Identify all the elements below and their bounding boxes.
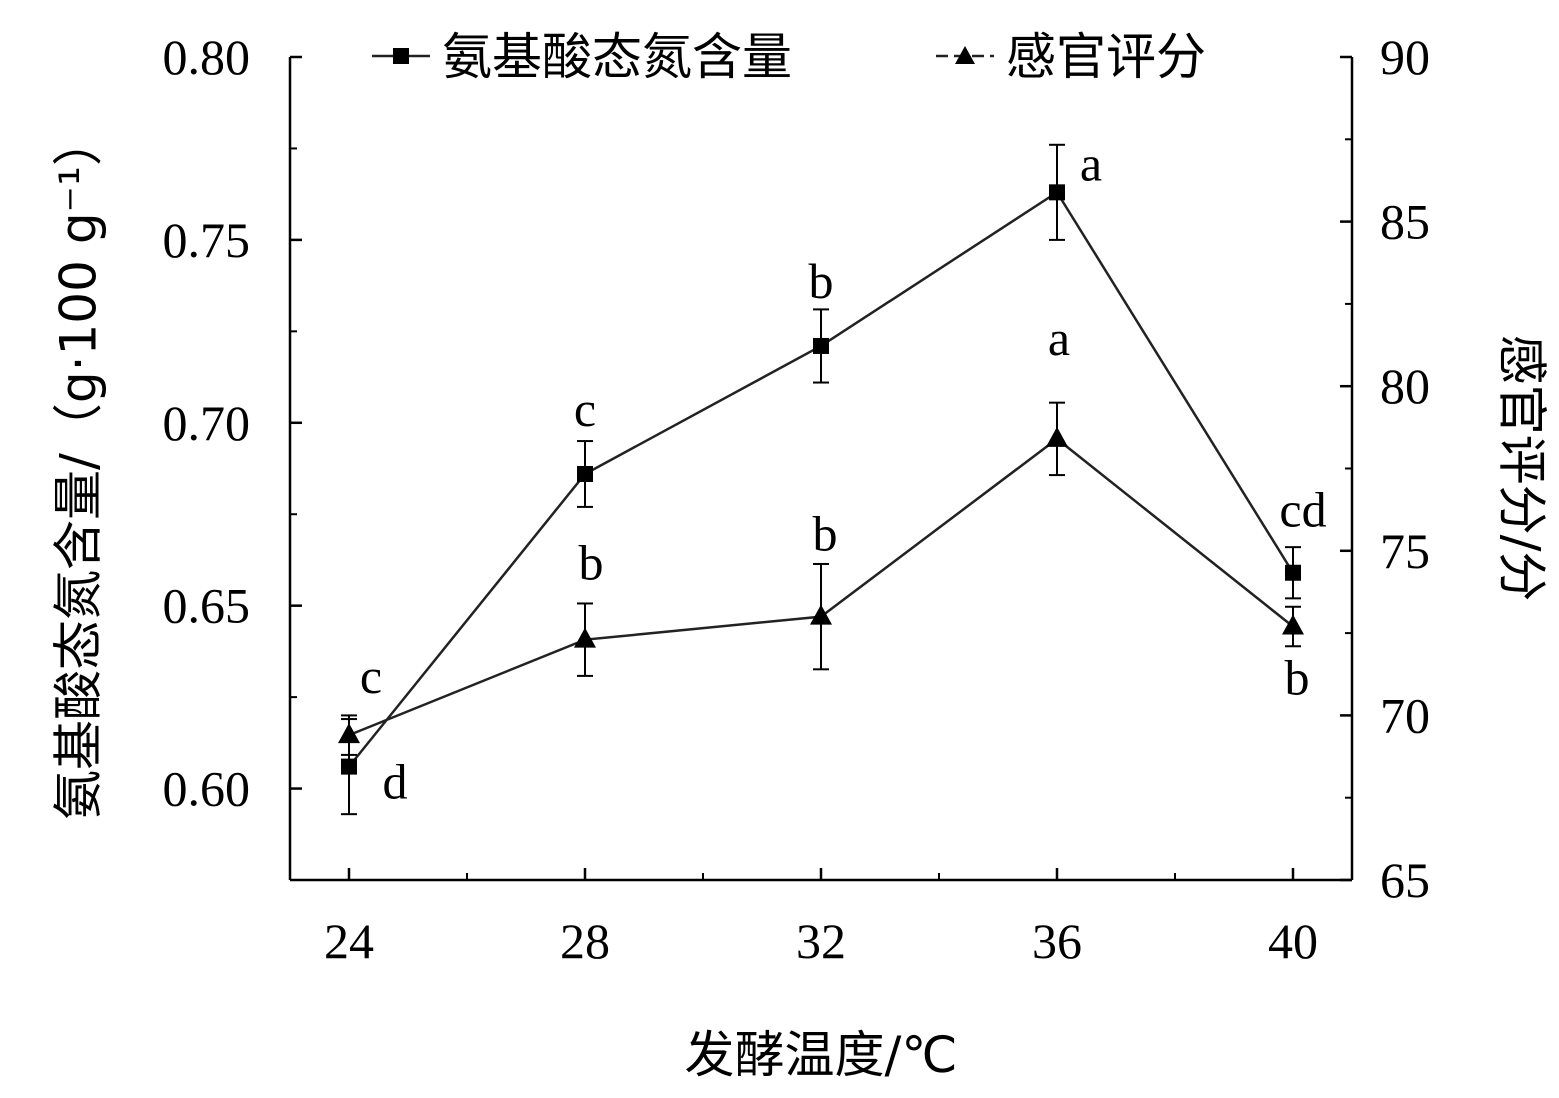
significance-label: c: [360, 648, 382, 704]
right-tick-label: 70: [1380, 687, 1430, 743]
x-tick-label: 36: [1032, 913, 1082, 969]
data-point-square: [813, 337, 829, 354]
data-point-triangle: [810, 604, 832, 625]
significance-label: b: [579, 535, 604, 591]
left-tick-label: 0.70: [163, 395, 251, 451]
right-tick-label: 90: [1380, 29, 1430, 85]
legend-label-sensory: 感官评分: [1006, 28, 1206, 86]
significance-label: b: [1285, 650, 1310, 706]
right-tick-label: 85: [1380, 194, 1430, 250]
data-point-square: [1049, 184, 1065, 201]
significance-label: cd: [1279, 482, 1326, 538]
significance-label: b: [813, 506, 838, 562]
significance-label: b: [809, 253, 834, 309]
legend-entry-sensory: 感官评分: [936, 28, 1206, 86]
legend-marker-triangle: [955, 46, 975, 64]
legend-label-amino: 氨基酸态氮含量: [442, 28, 792, 86]
significance-label: a: [1048, 310, 1070, 366]
left-tick-label: 0.65: [163, 578, 251, 634]
left-tick-label: 0.75: [163, 212, 251, 268]
significance-label: d: [383, 754, 408, 810]
data-point-square: [577, 465, 593, 482]
right-tick-label: 80: [1380, 358, 1430, 414]
significance-label: a: [1080, 135, 1102, 191]
x-tick-label: 28: [560, 913, 610, 969]
x-tick-label: 40: [1268, 913, 1318, 969]
x-tick-label: 32: [796, 913, 846, 969]
data-point-triangle: [1046, 426, 1068, 447]
data-point-square: [1285, 564, 1301, 581]
significance-label: c: [574, 381, 596, 437]
data-point-triangle: [574, 627, 596, 648]
right-y-ticks: 65 70 75 80 85 90: [1340, 29, 1430, 908]
left-y-axis-title: 氨基酸态氮含量/（g·100 g⁻¹）: [50, 116, 108, 820]
x-tick-label: 24: [324, 913, 374, 969]
left-tick-label: 0.80: [163, 29, 251, 85]
data-point-triangle: [338, 723, 360, 744]
left-tick-label: 0.60: [163, 761, 251, 817]
x-ticks: 24 28 32 36 40: [324, 868, 1318, 969]
left-y-ticks: 0.60 0.65 0.70 0.75 0.80: [163, 29, 302, 881]
right-tick-label: 65: [1380, 852, 1430, 908]
series-sensory-score: c b b a b: [338, 310, 1310, 756]
x-axis-title: 发酵温度/℃: [685, 1026, 958, 1084]
legend-marker-square: [393, 48, 409, 64]
right-y-axis-title: 感官评分/分: [1493, 335, 1551, 602]
data-point-square: [341, 758, 357, 775]
plot-frame: [288, 57, 1354, 882]
legend: 氨基酸态氮含量 感官评分: [372, 28, 1206, 86]
data-point-triangle: [1282, 614, 1304, 635]
right-tick-label: 75: [1380, 523, 1430, 579]
legend-entry-amino: 氨基酸态氮含量: [372, 28, 792, 86]
